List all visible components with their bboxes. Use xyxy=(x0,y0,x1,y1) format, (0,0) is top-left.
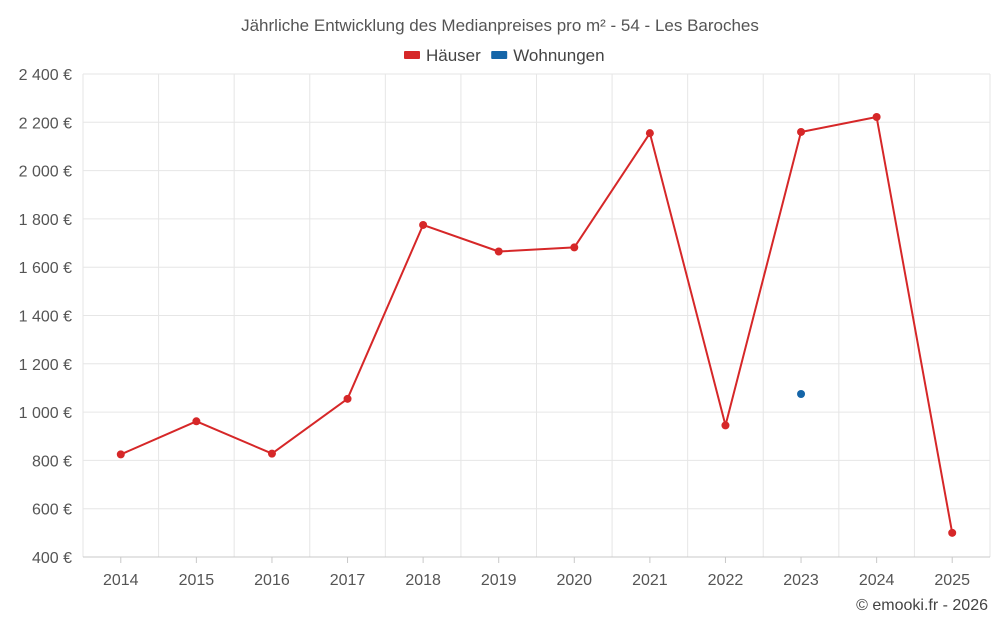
y-tick-label: 400 € xyxy=(32,550,72,567)
data-point[interactable] xyxy=(797,389,806,398)
y-tick-label: 1 400 € xyxy=(19,309,72,326)
data-point[interactable] xyxy=(419,220,428,229)
x-tick-label: 2017 xyxy=(330,572,366,589)
legend-label[interactable]: Häuser xyxy=(426,46,481,65)
y-tick-label: 2 000 € xyxy=(19,164,72,181)
legend-swatch xyxy=(404,51,420,59)
legend-swatch xyxy=(491,51,508,59)
data-point[interactable] xyxy=(948,528,957,537)
footer-credit: © emooki.fr - 2026 xyxy=(856,597,988,614)
x-tick-label: 2018 xyxy=(405,572,441,589)
data-point[interactable] xyxy=(116,450,125,459)
data-point[interactable] xyxy=(645,129,654,138)
data-point[interactable] xyxy=(797,127,806,136)
x-axis: 2014 2015 2016 2017 2018 2019 2020 2021 2022 2023… xyxy=(83,556,990,589)
x-tick-label: 2025 xyxy=(934,572,970,589)
x-tick-label: 2016 xyxy=(254,572,290,589)
series-layer xyxy=(116,112,957,537)
x-tick-label: 2014 xyxy=(103,572,139,589)
y-tick-label: 1 600 € xyxy=(19,260,72,277)
y-axis: 400 € 600 € 800 € 1 000 € 1 200 € 1 400 € 1 60… xyxy=(19,67,72,567)
grid xyxy=(82,73,991,558)
x-tick-label: 2015 xyxy=(179,572,215,589)
data-point[interactable] xyxy=(721,421,730,430)
y-tick-label: 600 € xyxy=(32,502,72,519)
data-point[interactable] xyxy=(267,449,276,458)
x-tick-label: 2020 xyxy=(556,572,592,589)
x-tick-label: 2019 xyxy=(481,572,517,589)
x-tick-label: 2023 xyxy=(783,572,819,589)
y-tick-label: 1 000 € xyxy=(19,405,72,422)
chart-title: Jährliche Entwicklung des Medianpreises … xyxy=(241,16,759,35)
x-tick-label: 2024 xyxy=(859,572,895,589)
y-tick-label: 800 € xyxy=(32,453,72,470)
y-tick-label: 2 200 € xyxy=(19,115,72,132)
y-tick-label: 1 200 € xyxy=(19,357,72,374)
data-point[interactable] xyxy=(343,394,352,403)
series-line xyxy=(120,116,954,534)
data-point[interactable] xyxy=(494,247,503,256)
legend-label[interactable]: Wohnungen xyxy=(513,46,604,65)
y-tick-label: 2 400 € xyxy=(19,67,72,84)
y-tick-label: 1 800 € xyxy=(19,212,72,229)
data-point[interactable] xyxy=(872,112,881,121)
x-tick-label: 2022 xyxy=(708,572,744,589)
x-tick-label: 2021 xyxy=(632,572,668,589)
data-point[interactable] xyxy=(570,243,579,252)
legend: Häuser Wohnungen xyxy=(404,46,605,65)
data-point[interactable] xyxy=(192,417,201,426)
